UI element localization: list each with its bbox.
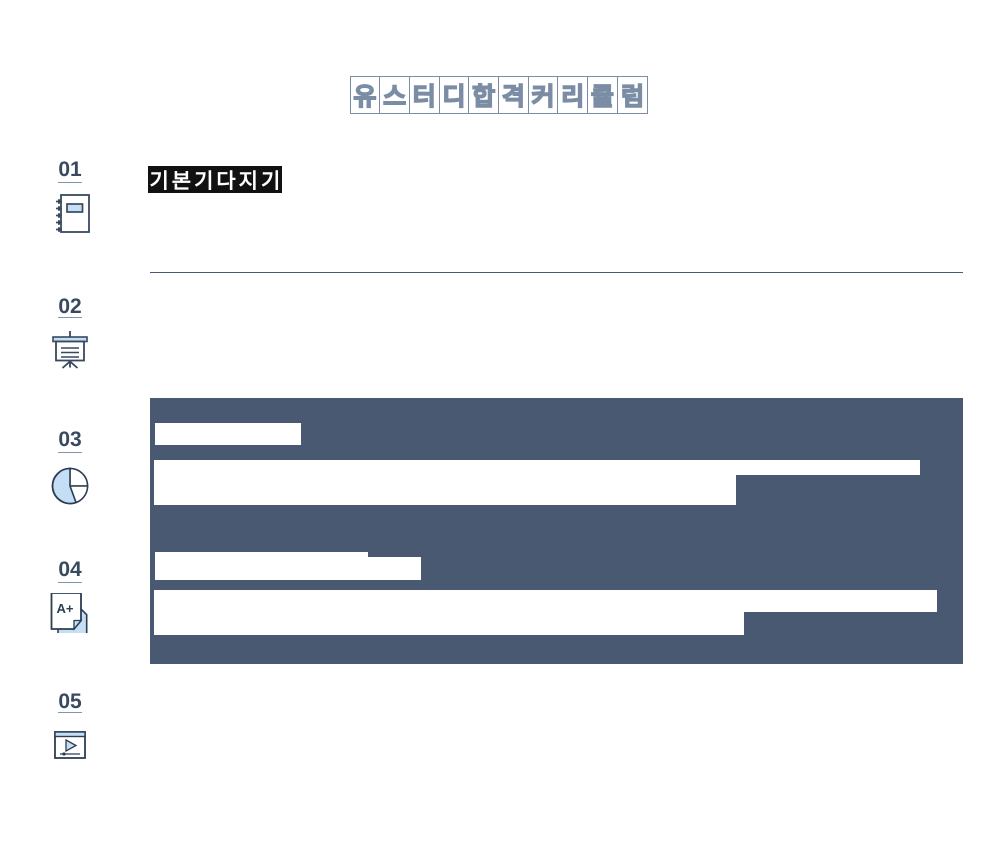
svg-text:A+: A+ — [57, 601, 74, 616]
